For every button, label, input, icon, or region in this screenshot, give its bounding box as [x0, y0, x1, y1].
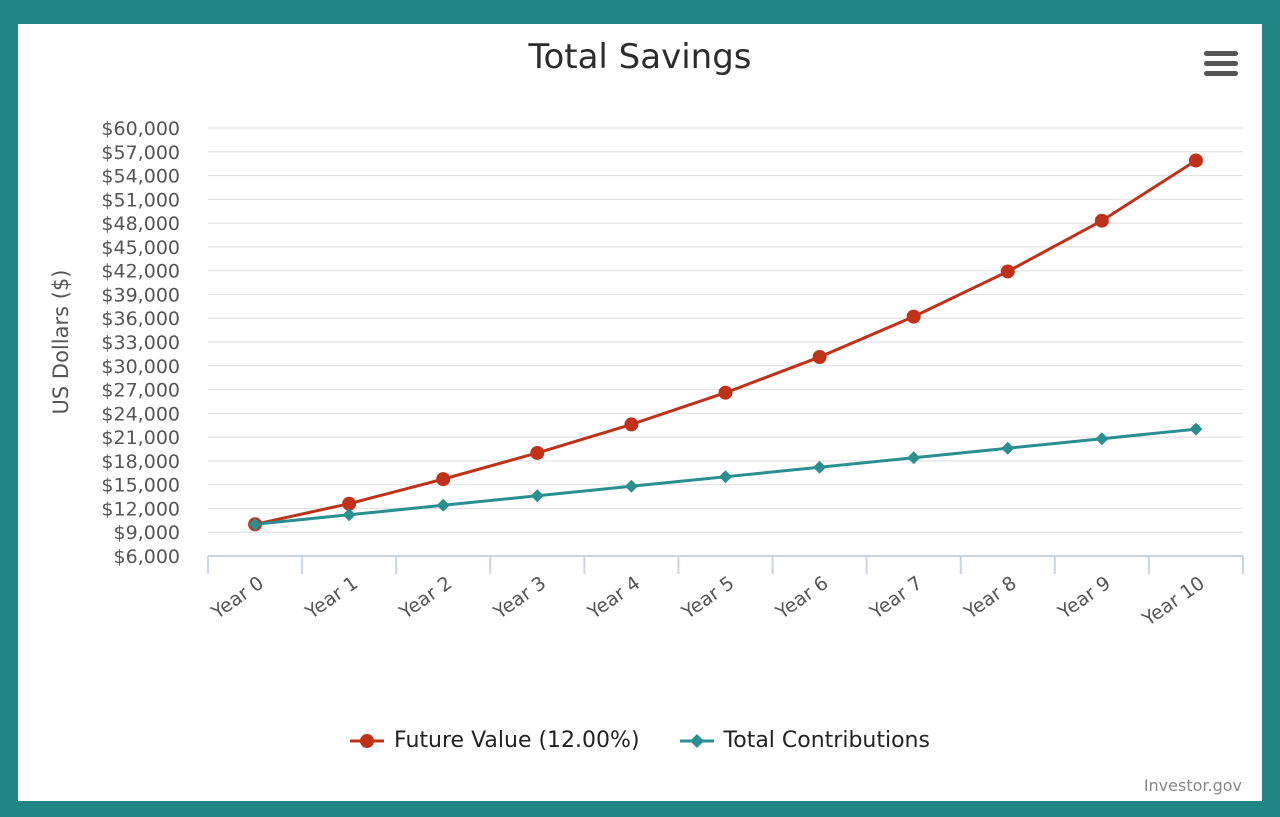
x-tick-label: Year 6: [771, 572, 832, 624]
y-tick-label: $30,000: [101, 356, 180, 378]
y-tick-label: $15,000: [101, 475, 180, 497]
legend-label-future-value: Future Value (12.00%): [394, 728, 640, 753]
x-tick-label: Year 2: [395, 572, 456, 624]
data-point-circle: [436, 472, 451, 487]
y-tick-label: $57,000: [101, 142, 180, 164]
data-point-diamond: [248, 517, 262, 531]
y-tick-label: $36,000: [101, 308, 180, 330]
data-point-circle: [1094, 213, 1109, 228]
data-point-circle: [906, 309, 921, 324]
y-tick-label: $33,000: [101, 332, 180, 354]
x-tick-label: Year 10: [1138, 572, 1209, 631]
legend-label-total-contributions: Total Contributions: [723, 728, 930, 753]
y-tick-label: $9,000: [114, 522, 180, 544]
y-tick-label: $60,000: [101, 118, 180, 140]
y-tick-label: $24,000: [101, 403, 180, 425]
y-tick-label: $39,000: [101, 284, 180, 306]
y-tick-label: $21,000: [101, 427, 180, 449]
credits-link[interactable]: Investor.gov: [1143, 776, 1242, 795]
data-point-diamond: [1001, 441, 1015, 455]
data-point-circle: [1000, 264, 1015, 279]
data-point-circle: [342, 496, 357, 511]
y-tick-label: $54,000: [101, 166, 180, 188]
chart-svg: $60,000$57,000$54,000$51,000$48,000$45,0…: [49, 118, 1244, 631]
y-tick-label: $51,000: [101, 189, 180, 211]
y-tick-label: $48,000: [101, 213, 180, 235]
chart-title: Total Savings: [528, 37, 752, 77]
data-point-diamond: [1095, 432, 1109, 446]
data-point-diamond: [813, 460, 827, 474]
y-tick-label: $6,000: [114, 546, 180, 568]
chart-panel: Total Savings $60,000 $57,000 $54,000 $51,0…: [18, 24, 1262, 801]
y-tick-label: $27,000: [101, 380, 180, 402]
x-tick-label: Year 4: [583, 572, 644, 624]
x-tick-label: Year 0: [207, 572, 268, 624]
y-axis-label: US Dollars ($): [49, 270, 73, 415]
data-point-circle: [812, 350, 827, 365]
data-point-diamond: [342, 508, 356, 522]
chart-legend: Future Value (12.00%) Total Contribution…: [18, 728, 1262, 753]
x-tick-label: Year 8: [959, 572, 1020, 624]
data-point-diamond: [530, 489, 544, 503]
data-point-diamond: [1189, 422, 1203, 436]
data-point-circle: [718, 385, 733, 400]
data-point-circle: [1188, 153, 1203, 168]
chart-menu-icon[interactable]: [1204, 51, 1238, 81]
data-point-diamond: [907, 451, 921, 465]
x-tick-label: Year 3: [489, 572, 550, 624]
y-tick-label: $42,000: [101, 261, 180, 283]
legend-item-total-contributions[interactable]: Total Contributions: [679, 728, 930, 753]
legend-diamond-icon: [679, 733, 714, 748]
legend-circle-icon: [350, 733, 385, 748]
x-tick-label: Year 9: [1053, 572, 1114, 624]
y-tick-label: $12,000: [101, 498, 180, 520]
data-point-diamond: [436, 498, 450, 512]
legend-item-future-value[interactable]: Future Value (12.00%): [350, 728, 640, 753]
x-tick-label: Year 5: [677, 572, 738, 624]
y-tick-label: $18,000: [101, 451, 180, 473]
y-tick-label: $45,000: [101, 237, 180, 259]
data-point-circle: [530, 445, 545, 460]
x-tick-label: Year 1: [301, 572, 362, 624]
data-point-diamond: [624, 479, 638, 493]
data-point-circle: [624, 417, 639, 432]
x-tick-label: Year 7: [865, 572, 926, 624]
data-point-diamond: [719, 470, 732, 484]
